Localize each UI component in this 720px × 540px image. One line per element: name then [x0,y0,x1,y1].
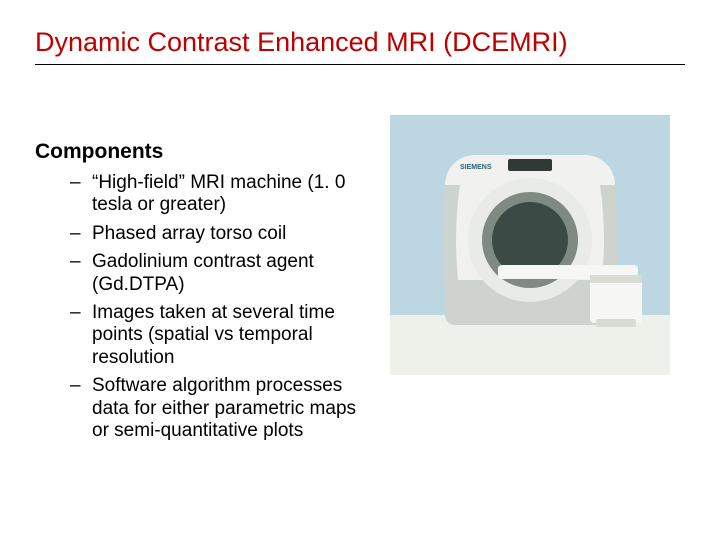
mri-table-foot [596,319,636,327]
list-item: Gadolinium contrast agent (Gd.DTPA) [70,251,360,296]
list-item: Phased array torso coil [70,223,360,245]
slide-title: Dynamic Contrast Enhanced MRI (DCEMRI) [35,26,568,58]
list-item: Software algorithm processes data for ei… [70,375,360,442]
bullet-list: “High-field” MRI machine (1. 0 tesla or … [70,172,360,448]
mri-scanner-icon: SIEMENS [390,115,670,375]
list-item: Images taken at several time points (spa… [70,302,360,369]
mri-panel [508,159,552,171]
section-heading: Components [35,140,163,164]
list-item: “High-field” MRI machine (1. 0 tesla or … [70,172,360,217]
mri-brand-label: SIEMENS [460,164,492,171]
mri-scanner-figure: SIEMENS [390,115,670,375]
title-underline [35,64,685,65]
slide: Dynamic Contrast Enhanced MRI (DCEMRI) C… [0,0,720,540]
mri-table-accent [590,275,642,283]
